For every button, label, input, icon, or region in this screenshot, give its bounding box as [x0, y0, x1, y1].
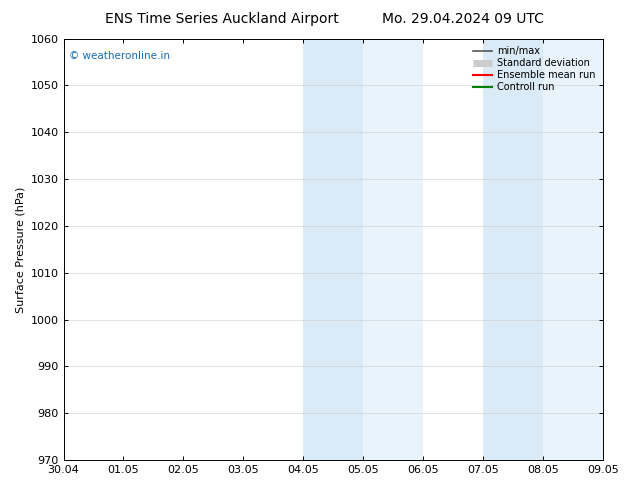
Text: Mo. 29.04.2024 09 UTC: Mo. 29.04.2024 09 UTC — [382, 12, 544, 26]
Legend: min/max, Standard deviation, Ensemble mean run, Controll run: min/max, Standard deviation, Ensemble me… — [470, 44, 598, 95]
Text: ENS Time Series Auckland Airport: ENS Time Series Auckland Airport — [105, 12, 339, 26]
Text: © weatheronline.in: © weatheronline.in — [69, 51, 170, 61]
Y-axis label: Surface Pressure (hPa): Surface Pressure (hPa) — [15, 186, 25, 313]
Bar — [543, 39, 603, 460]
Bar — [483, 39, 543, 460]
Bar — [303, 39, 363, 460]
Bar — [363, 39, 424, 460]
